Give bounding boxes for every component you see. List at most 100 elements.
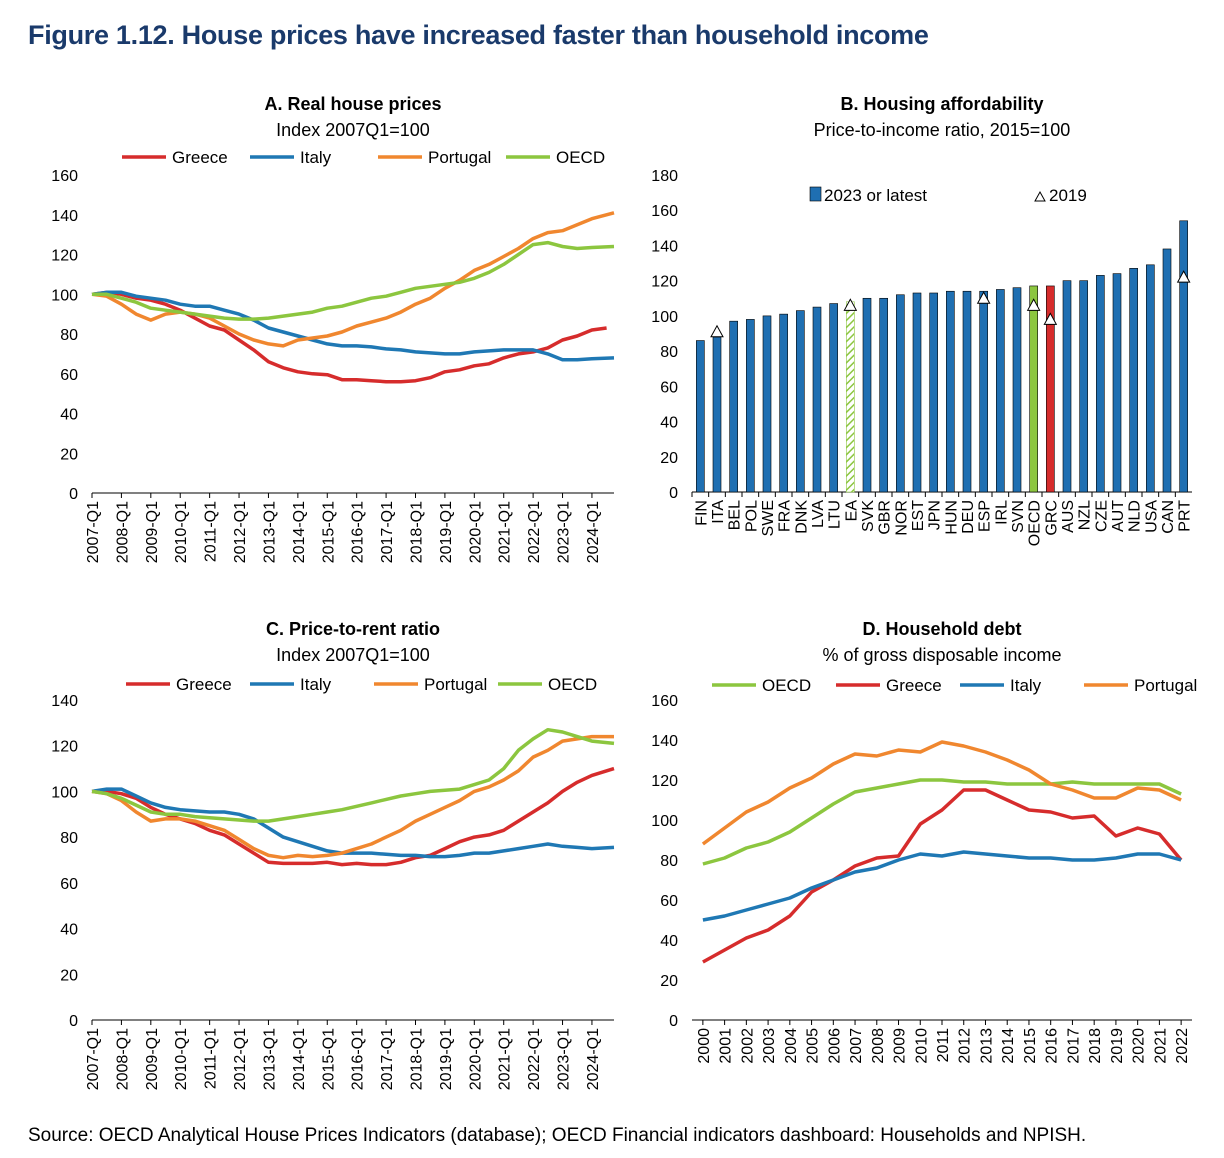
y-tick-label: 40 — [60, 922, 78, 939]
y-tick-label: 100 — [51, 784, 78, 801]
y-tick-label: 0 — [69, 1013, 78, 1030]
y-tick-label: 140 — [651, 238, 678, 255]
bar-esp — [979, 290, 988, 493]
x-tick-label-bel: BEL — [727, 500, 744, 530]
bar-nzl — [1079, 280, 1088, 493]
bar-hun — [946, 290, 955, 493]
x-tick-label: 2021-Q1 — [497, 1028, 514, 1090]
x-tick-label-swe: SWE — [760, 500, 777, 536]
chart-subtitle: % of gross disposable income — [822, 645, 1061, 665]
y-tick-label: 0 — [669, 485, 678, 502]
y-tick-label: 80 — [660, 853, 678, 870]
bar-svk — [862, 297, 872, 493]
chart-subtitle: Index 2007Q1=100 — [276, 120, 430, 140]
x-tick-label: 2012 — [957, 1028, 974, 1064]
x-tick-label: 2008 — [870, 1028, 887, 1064]
bar-nld — [1129, 268, 1138, 493]
bar-ltu — [829, 303, 838, 493]
x-tick-label: 2014 — [1000, 1028, 1017, 1064]
series-line-portugal — [701, 740, 1182, 846]
x-tick-label: 2006 — [826, 1028, 843, 1064]
series-line-italy — [91, 787, 615, 859]
x-tick-label: 2017 — [1065, 1028, 1082, 1064]
x-tick-label: 2018 — [1087, 1028, 1104, 1064]
bar-nor — [896, 294, 905, 493]
chart-title: A. Real house prices — [264, 94, 441, 114]
chart-title: B. Housing affordability — [840, 94, 1043, 114]
x-tick-label: 2011-Q1 — [203, 501, 220, 562]
x-tick-label-grc: GRC — [1043, 500, 1060, 536]
y-tick-label: 120 — [51, 739, 78, 756]
bar-can — [1162, 248, 1172, 493]
bar-deu — [962, 290, 972, 493]
bar-usa — [1146, 264, 1155, 493]
legend-label-portugal: Portugal — [1134, 676, 1197, 695]
legend-label-oecd: OECD — [762, 676, 811, 695]
y-tick-label: 60 — [660, 893, 678, 910]
x-tick-label-fin: FIN — [693, 500, 710, 526]
series-line-oecd — [702, 778, 1182, 866]
x-tick-label: 2016-Q1 — [350, 1028, 367, 1090]
x-tick-label-prt: PRT — [1177, 500, 1194, 532]
chart-c-price-to-rent-ratio: C. Price-to-rent ratio Index 2007Q1=100 Gr… — [51, 619, 615, 1090]
x-tick-label-nor: NOR — [893, 500, 910, 536]
x-tick-label-usa: USA — [1143, 500, 1160, 533]
x-tick-label-svn: SVN — [1010, 500, 1027, 533]
bar-fra — [779, 313, 788, 493]
x-tick-label: 2020-Q1 — [467, 501, 484, 563]
x-tick-label-nzl: NZL — [1077, 500, 1094, 530]
bar-cze — [1096, 275, 1105, 493]
y-tick-label: 100 — [51, 287, 78, 304]
bar-lva — [812, 306, 822, 493]
legend-label-portugal: Portugal — [424, 675, 487, 694]
x-tick-label: 2023-Q1 — [556, 1028, 573, 1090]
x-tick-label: 2013 — [978, 1028, 995, 1064]
x-tick-label: 2008-Q1 — [114, 1028, 131, 1090]
chart-subtitle: Price-to-income ratio, 2015=100 — [814, 120, 1071, 140]
x-tick-label: 2023-Q1 — [556, 501, 573, 563]
y-tick-label: 140 — [651, 733, 678, 750]
legend-label-bar: 2023 or latest — [824, 186, 927, 205]
marker-2019-prt — [1176, 270, 1191, 283]
x-tick-label: 2010 — [913, 1028, 930, 1064]
legend-swatch-bar — [809, 186, 822, 202]
x-tick-label-oecd: OECD — [1027, 500, 1044, 546]
y-tick-label: 80 — [60, 830, 78, 847]
x-tick-label-ltu: LTU — [827, 500, 844, 529]
x-tick-label-fra: FRA — [777, 500, 794, 532]
x-tick-label: 2019-Q1 — [438, 501, 455, 563]
x-tick-label-nld: NLD — [1127, 500, 1144, 532]
x-tick-label: 2007-Q1 — [85, 1028, 102, 1090]
y-tick-label: 160 — [651, 203, 678, 220]
bar-swe — [762, 315, 772, 493]
bar-irl — [996, 289, 1005, 493]
y-tick-label: 160 — [51, 168, 78, 185]
legend-label-italy: Italy — [1010, 676, 1042, 695]
x-tick-label-ea: EA — [843, 500, 860, 522]
x-tick-label: 2014-Q1 — [291, 501, 308, 563]
legend-label-italy: Italy — [300, 148, 332, 167]
source-note: Source: OECD Analytical House Prices Ind… — [28, 1125, 1087, 1146]
y-tick-label: 140 — [51, 208, 78, 225]
bar-aut — [1112, 273, 1122, 493]
y-tick-label: 0 — [669, 1013, 678, 1030]
x-tick-label: 2012-Q1 — [232, 501, 249, 563]
series-line-oecd — [91, 727, 615, 823]
x-tick-label: 2024-Q1 — [585, 1028, 602, 1090]
y-tick-label: 20 — [660, 450, 678, 467]
marker-2019-ea — [843, 298, 858, 311]
y-tick-label: 40 — [660, 933, 678, 950]
series-line-greece — [702, 788, 1183, 964]
x-tick-label-aus: AUS — [1060, 500, 1077, 533]
y-tick-label: 20 — [660, 973, 678, 990]
legend-label-portugal: Portugal — [428, 148, 491, 167]
x-tick-label-svk: SVK — [860, 500, 877, 532]
y-tick-label: 160 — [651, 693, 678, 710]
x-tick-label: 2019 — [1109, 1028, 1126, 1064]
x-tick-label-esp: ESP — [977, 500, 994, 532]
legend-label-greece: Greece — [172, 148, 228, 167]
legend-label-greece: Greece — [886, 676, 942, 695]
chart-title: D. Household debt — [863, 619, 1022, 639]
bar-svn — [1012, 287, 1022, 493]
legend-marker-triangle — [1034, 190, 1046, 202]
